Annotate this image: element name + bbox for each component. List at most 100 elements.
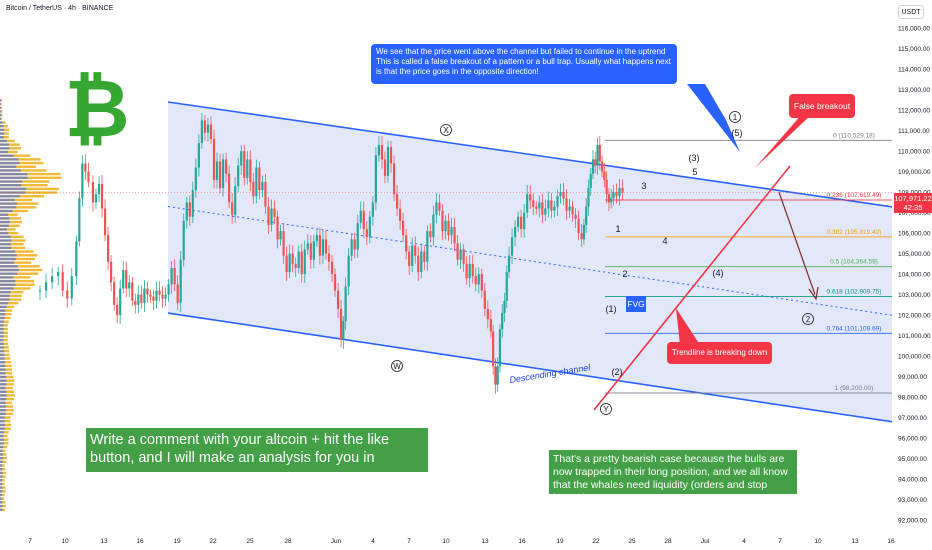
time-axis: 7 10 13 16 19 22 25 28 Jun 4 7 10 13 16 19 22 25 28 Jul 4 7 1…	[0, 528, 932, 550]
candle-body	[496, 366, 499, 385]
price-tick: 111,000.00	[898, 128, 930, 135]
volume-profile-bar	[0, 294, 22, 298]
wave-1: 1	[615, 224, 620, 234]
candle-body	[456, 243, 459, 260]
volume-profile-bar	[0, 169, 21, 172]
candle-body	[246, 159, 249, 178]
candle-body	[523, 212, 526, 230]
volume-profile-bar	[0, 161, 44, 165]
candle-body	[462, 249, 465, 264]
candle-body	[559, 192, 562, 197]
volume-profile-bar	[0, 220, 10, 224]
volume-profile-bar	[0, 327, 9, 331]
candle-body	[173, 267, 176, 285]
time-tick: 7	[407, 538, 411, 545]
channel-upper-line	[167, 101, 932, 214]
wave-circle-1-circle	[729, 111, 741, 123]
volume-profile-bar	[0, 113, 3, 117]
bearish-case-note[interactable]: That's a pretty bearish case because the…	[549, 450, 797, 504]
candle-body	[185, 202, 188, 221]
candle-body	[66, 290, 69, 299]
wave-x: X	[443, 126, 449, 135]
volume-profile-bar	[0, 261, 14, 264]
volume-profile-bar	[0, 324, 8, 327]
volume-profile-bar	[0, 124, 8, 128]
false-breakout-explanation-note[interactable]: We see that the price went above the cha…	[371, 44, 677, 84]
volume-profile-bar	[0, 283, 16, 286]
candle-body	[556, 196, 559, 207]
volume-profile-bar	[0, 239, 26, 242]
candle-body	[594, 159, 597, 166]
time-tick: Jul	[701, 538, 710, 545]
candle-body	[392, 163, 396, 195]
candle-body	[432, 214, 435, 238]
volume-profile-bar	[0, 302, 19, 305]
candle-body	[344, 286, 347, 322]
candle-body	[544, 208, 547, 215]
price-axis: 92,000.00 93,000.00 94,000.00 95,000.00 96,0…	[892, 0, 932, 550]
candle-body	[264, 181, 267, 207]
candle-body	[435, 202, 438, 215]
volume-profile-bar	[0, 213, 18, 216]
fvg-label[interactable]: FVG	[626, 296, 646, 312]
volume-profile-bar	[0, 132, 5, 135]
volume-profile-bar	[0, 172, 61, 176]
candle-body	[318, 235, 322, 256]
last-price-value: 107,971.22	[894, 194, 932, 203]
symbol-title[interactable]: Bitcoin / TetherUS · 4h · BINANCE	[6, 5, 114, 12]
volume-profile-bar	[0, 150, 8, 154]
candle-body	[146, 288, 149, 295]
wave-paren-1: (1)	[606, 304, 617, 314]
volume-profile-bar	[0, 136, 9, 139]
trendline-breaking-callout[interactable]: Trendline is breaking down	[667, 342, 772, 364]
candle-body	[596, 145, 599, 166]
time-tick: 25	[628, 538, 636, 545]
candle-body	[507, 255, 511, 273]
candle-body	[444, 220, 447, 232]
volume-profile-bar	[0, 165, 37, 168]
comment-request-note[interactable]: Write a comment with your altcoin + hit …	[86, 428, 428, 484]
volume-profile-bar	[0, 287, 31, 290]
price-tick: 95,000.00	[898, 456, 927, 463]
candle-body	[336, 290, 340, 309]
candle-body	[119, 288, 122, 316]
wave-circle-1: 1	[733, 113, 738, 122]
candle-body	[110, 261, 113, 283]
volume-profile-bar	[0, 228, 7, 231]
volume-profile-bar	[0, 372, 6, 375]
candle-body	[333, 274, 337, 291]
volume-profile-bar	[0, 154, 31, 157]
volume-profile-bar	[0, 150, 18, 154]
candle-body	[249, 159, 252, 182]
candle-body	[600, 161, 604, 172]
price-tick: 99,000.00	[898, 374, 927, 381]
fib-level-label: 1 (98,200.00)	[835, 385, 874, 392]
false-breakout-callout[interactable]: False breakout	[789, 94, 855, 118]
candle-body	[97, 183, 101, 195]
volume-profile-bar	[0, 117, 3, 121]
volume-profile-bar	[0, 431, 9, 434]
volume-profile-bar	[0, 316, 5, 320]
currency-button[interactable]: USDT	[898, 5, 924, 19]
candle-body	[87, 171, 90, 182]
candle-body	[411, 245, 414, 266]
candle-body	[315, 235, 318, 242]
candle-body	[605, 179, 608, 195]
volume-profile-bar	[0, 110, 2, 113]
candle-body	[152, 296, 155, 301]
volume-profile-bar	[0, 320, 9, 323]
volume-profile-bar	[0, 349, 10, 353]
volume-profile-bar	[0, 272, 39, 275]
time-tick: 10	[442, 538, 450, 545]
volume-profile-bar	[0, 206, 37, 209]
volume-profile-bar	[0, 460, 7, 464]
candle-body	[417, 255, 420, 273]
price-tick: 113,000.00	[898, 87, 930, 94]
volume-profile-bar	[0, 412, 13, 416]
volume-profile-bar	[0, 467, 3, 471]
volume-profile-bar	[0, 464, 3, 467]
volume-profile-bar	[0, 298, 10, 301]
volume-profile-bar	[0, 128, 5, 132]
volume-profile-bar	[0, 183, 48, 187]
volume-profile-bar	[0, 504, 6, 508]
